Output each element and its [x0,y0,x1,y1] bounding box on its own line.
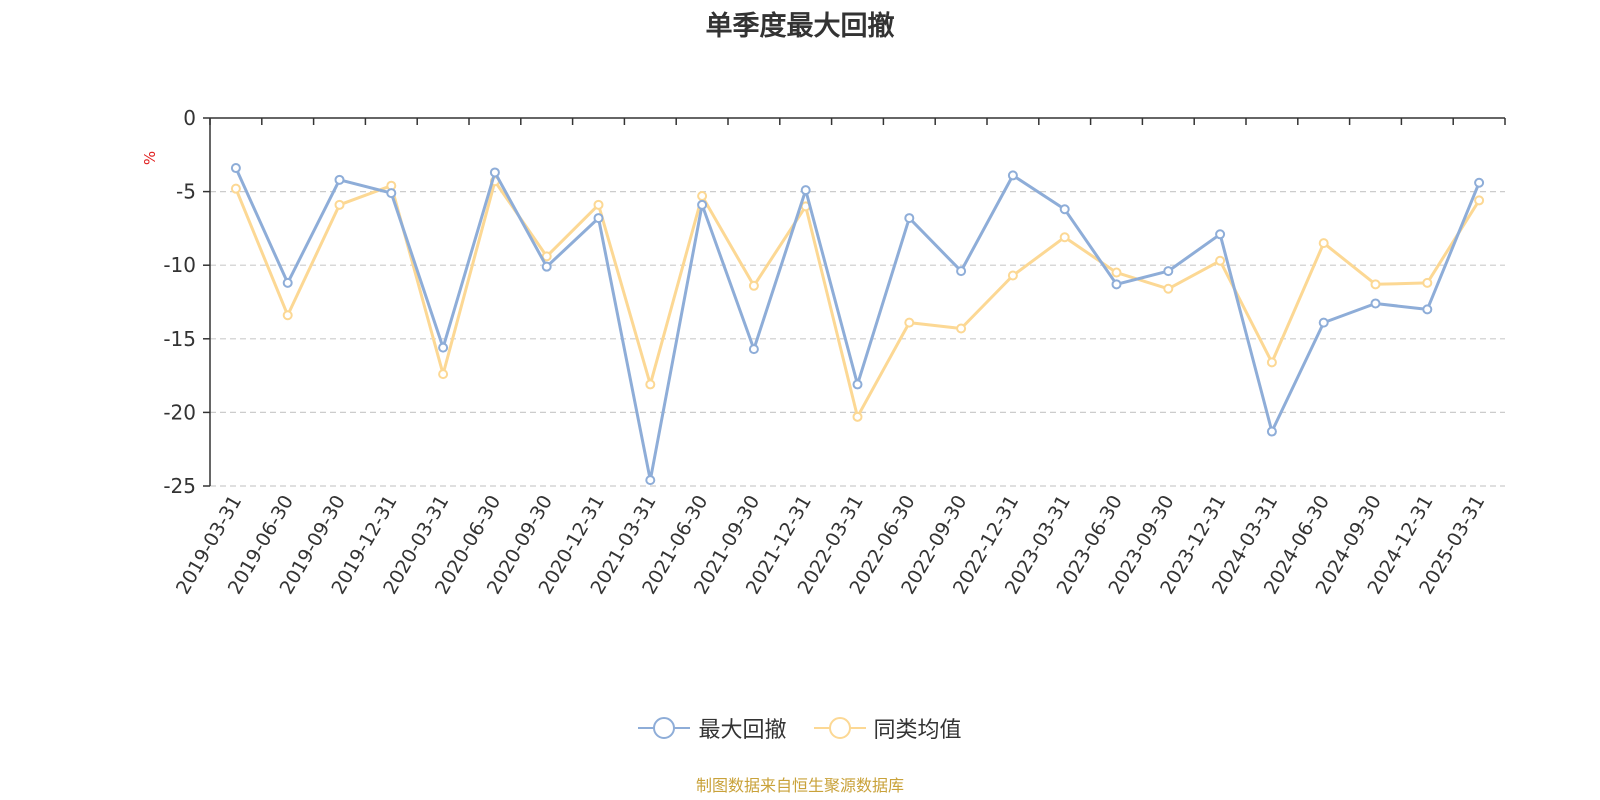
data-point-series-2 [697,191,708,202]
legend-item-series-2[interactable]: 同类均值 [813,712,962,744]
data-point-series-2 [1007,270,1018,281]
data-point-series-1 [1370,298,1381,309]
data-point-series-1 [282,277,293,288]
data-point-series-1 [230,163,241,174]
data-point-series-1 [541,261,552,272]
data-point-series-1 [800,185,811,196]
gridlines [210,191,1505,487]
data-point-series-1 [489,167,500,178]
data-point-series-1 [1215,229,1226,240]
data-point-series-1 [852,379,863,390]
y-tick-label: -25 [163,474,196,498]
data-point-series-1 [438,342,449,353]
data-point-series-2 [1422,277,1433,288]
data-point-series-1 [956,266,967,277]
y-tick-label: -15 [163,327,196,351]
source-note: 制图数据来自恒生聚源数据库 [695,776,904,795]
data-point-series-1 [1059,204,1070,215]
data-point-series-2 [1318,238,1329,249]
data-point-series-2 [334,199,345,210]
y-tick-label: -10 [163,253,196,277]
data-point-series-2 [230,183,241,194]
legend-line-circle-icon [638,717,691,739]
series-lines [230,163,1485,486]
data-point-series-2 [1474,195,1485,206]
series-line-1 [234,167,1481,482]
data-point-series-1 [1007,170,1018,181]
data-point-series-2 [282,310,293,321]
legend: 最大回撤 同类均值 [0,712,1600,747]
data-point-series-1 [1163,266,1174,277]
data-point-series-1 [748,344,759,355]
data-point-series-2 [593,199,604,210]
data-point-series-2 [852,411,863,422]
data-point-series-2 [1059,232,1070,243]
data-point-series-1 [386,188,397,199]
data-point-series-1 [645,475,656,486]
data-point-series-2 [438,369,449,380]
data-point-series-1 [1111,279,1122,290]
y-tick-label: -5 [176,180,196,204]
data-point-series-2 [904,317,915,328]
line-chart: 0-5-10-15-20-25%2019-03-312019-06-302019… [141,106,1506,598]
data-point-series-1 [904,213,915,224]
data-point-series-1 [1422,304,1433,315]
legend-label-series-2: 同类均值 [873,718,962,743]
data-point-series-2 [645,379,656,390]
y-tick-label: 0 [183,106,196,130]
data-point-series-2 [1215,255,1226,266]
y-axis-unit-label: % [141,151,159,165]
legend-item-series-1[interactable]: 最大回撤 [638,712,787,744]
data-point-series-2 [748,280,759,291]
data-point-series-1 [1474,177,1485,188]
data-point-series-1 [334,174,345,185]
data-point-series-2 [956,323,967,334]
data-point-series-2 [1111,267,1122,278]
data-point-series-2 [1370,279,1381,290]
data-point-series-1 [593,213,604,224]
data-point-series-1 [1266,426,1277,437]
data-point-series-1 [697,199,708,210]
data-point-series-2 [1266,357,1277,368]
axes [203,117,1506,487]
data-point-series-1 [1318,317,1329,328]
y-tick-label: -20 [163,400,196,424]
legend-line-circle-icon [813,717,866,739]
data-point-series-2 [1163,283,1174,294]
chart-title: 单季度最大回撤 [705,11,895,42]
legend-label-series-1: 最大回撤 [698,718,787,743]
